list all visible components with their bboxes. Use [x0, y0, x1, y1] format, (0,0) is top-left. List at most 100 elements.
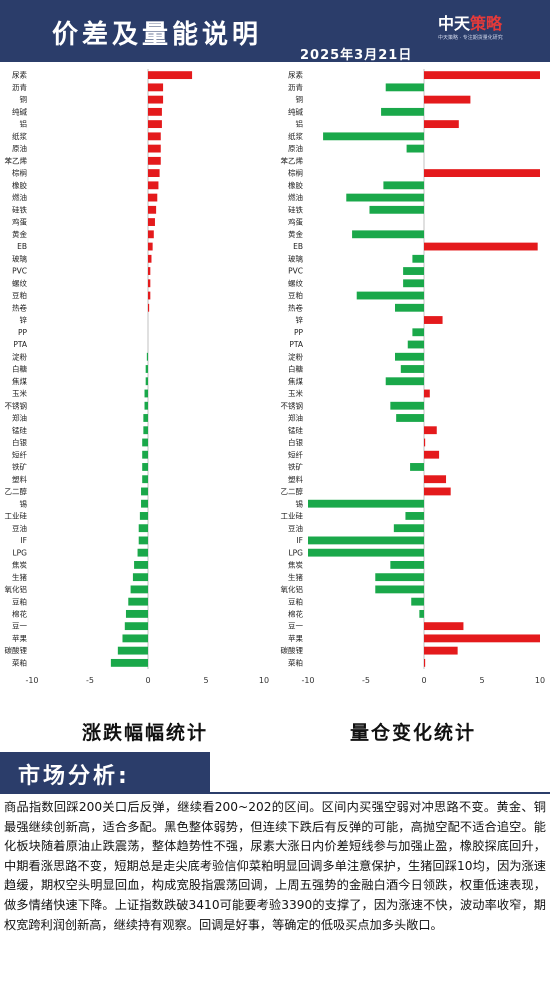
pc-bar	[148, 218, 155, 226]
logo-text: 中天	[438, 14, 471, 33]
pc-category-label: 铝	[20, 119, 28, 129]
pc-category-label: PP	[18, 328, 28, 337]
vo-category-label: 铁矿	[288, 462, 303, 472]
vo-bar	[390, 401, 424, 410]
vo-bar	[346, 193, 424, 202]
pc-bar	[148, 156, 161, 165]
pc-category-label: 白糖	[12, 364, 27, 374]
vo-chart-svg: 尿素沥青铜纯碱铝纸浆原油苯乙烯棕榈橡胶燃油硅铁鸡蛋黄金EB玻璃PVC螺纹豆粕热卷…	[281, 69, 545, 685]
analysis-text: 商品指数回踩200关口后反弹，继续看200~202的区间。区间内买强空弱对冲思路…	[4, 800, 546, 932]
vo-category-label: 螺纹	[288, 278, 303, 288]
pc-bar	[142, 438, 148, 447]
pc-category-label: 苹果	[12, 633, 27, 643]
vo-bar	[383, 181, 424, 190]
logo-accent-text: 策略	[470, 14, 503, 33]
vo-bar	[356, 291, 424, 300]
vo-category-label: 淀粉	[288, 351, 303, 361]
vo-category-label: 棉花	[288, 608, 303, 618]
vo-category-label: 白糖	[288, 364, 303, 374]
pc-category-label: 生猪	[12, 572, 27, 582]
pc-category-label: 纸浆	[12, 131, 27, 141]
vo-bar	[407, 340, 424, 349]
vo-bar	[396, 414, 424, 422]
vo-bar	[323, 132, 424, 141]
price-change-chart: 尿素 沥青铜纯碱铝纸浆 原油 苯乙烯 棕榈 橡胶 燃油 硅铁 鸡蛋 黄金 EB 玻璃 PVC 螺纹 豆粕 热卷…	[0, 66, 272, 688]
vo-category-label: 棕榈	[288, 168, 303, 178]
page-title: 价差及量能说明	[52, 20, 263, 50]
logo-tagline: 中天策略 · 专注期货量化研究	[438, 35, 503, 41]
vo-category-label: PTA	[289, 340, 304, 349]
vo-bar	[412, 328, 424, 337]
pc-bar	[143, 426, 148, 435]
vo-category-label: 尿素	[288, 70, 303, 80]
pc-category-label: 锡	[20, 499, 28, 508]
vo-bar	[400, 365, 424, 373]
pc-bar	[117, 646, 148, 655]
pc-bar	[148, 230, 154, 239]
vo-bar	[308, 548, 424, 557]
vo-category-label: 燃油	[288, 192, 303, 202]
vo-category-label: 玉米	[288, 388, 303, 398]
pc-bar	[110, 658, 148, 667]
vo-category-label: 碳酸锂	[281, 645, 304, 655]
pc-category-label: 豆粕	[12, 596, 27, 606]
pc-bar	[148, 193, 158, 202]
pc-x-tick-label: 0	[145, 676, 150, 685]
vo-x-tick-label: 5	[479, 676, 484, 685]
pc-category-label: 燃油	[12, 192, 27, 202]
vo-category-label: 豆一	[288, 622, 303, 631]
vo-category-label: 郑油	[288, 413, 303, 423]
vo-category-label: 玻璃	[288, 253, 303, 263]
vo-bar	[385, 377, 424, 386]
vo-category-label: 锰硅	[288, 425, 303, 435]
vo-category-label: 纸浆	[288, 131, 303, 141]
pc-bar	[148, 267, 151, 275]
vo-category-label: 菜粕	[288, 657, 303, 667]
pc-category-label: 橡胶	[12, 180, 27, 190]
vo-category-label: 短纤	[288, 449, 303, 459]
pc-category-label: 豆粕	[12, 290, 27, 300]
pc-bar	[142, 463, 148, 471]
pc-category-label: 碳酸锂	[5, 645, 28, 655]
pc-category-label: 焦煤	[12, 376, 27, 386]
vo-bar	[424, 169, 540, 177]
pc-bar	[143, 414, 148, 422]
pc-bar	[124, 622, 148, 631]
pc-bar	[148, 120, 162, 129]
vo-bar	[424, 438, 426, 447]
pc-category-label: 沥青	[12, 82, 27, 92]
vo-bar	[424, 450, 440, 459]
pc-bar	[142, 475, 148, 484]
pc-category-label: 纯碱	[12, 106, 27, 116]
vo-category-label: 鸡蛋	[288, 217, 303, 227]
pc-bar	[144, 389, 148, 398]
vo-category-label: 锌	[296, 315, 304, 325]
pc-bar	[148, 291, 151, 300]
vo-bar	[375, 573, 424, 582]
pc-category-label: 锌	[20, 315, 28, 325]
vo-category-label: 氧化铝	[281, 584, 304, 594]
vo-bar	[308, 499, 424, 508]
pc-bar	[148, 107, 162, 116]
vo-category-label: 工业硅	[281, 511, 304, 521]
vo-bar	[411, 597, 424, 606]
pc-bar	[148, 71, 193, 80]
vo-category-label: 铜	[296, 94, 304, 104]
pc-bar	[148, 279, 151, 288]
vo-bar	[424, 242, 538, 251]
vo-category-label: 热卷	[288, 302, 303, 312]
vo-bar	[424, 622, 464, 631]
pc-category-label: 白银	[12, 437, 27, 447]
pc-x-tick-label: 5	[203, 676, 208, 685]
price-change-caption: 涨跌幅幅统计	[82, 722, 209, 744]
pc-chart-svg: 尿素沥青铜纯碱铝纸浆原油苯乙烯棕榈橡胶燃油硅铁鸡蛋黄金EB玻璃PVC螺纹豆粕热卷…	[5, 69, 269, 685]
pc-category-label: 铁矿	[12, 462, 27, 472]
vo-bar	[369, 205, 424, 214]
pc-category-label: 铜	[20, 94, 28, 104]
volume-oi-chart: 尿素 沥青铜纯碱铝纸浆 原油 苯乙烯 棕榈 橡胶 燃油 硅铁 鸡蛋 黄金 EB 玻璃 PVC 螺纹 豆粕 热卷…	[276, 66, 548, 688]
section-header: 市场分析:	[0, 752, 210, 792]
pc-x-tick-label: 10	[259, 676, 269, 685]
vo-bar	[390, 561, 424, 569]
pc-bar	[128, 597, 148, 606]
pc-category-label: 苯乙烯	[5, 155, 28, 165]
